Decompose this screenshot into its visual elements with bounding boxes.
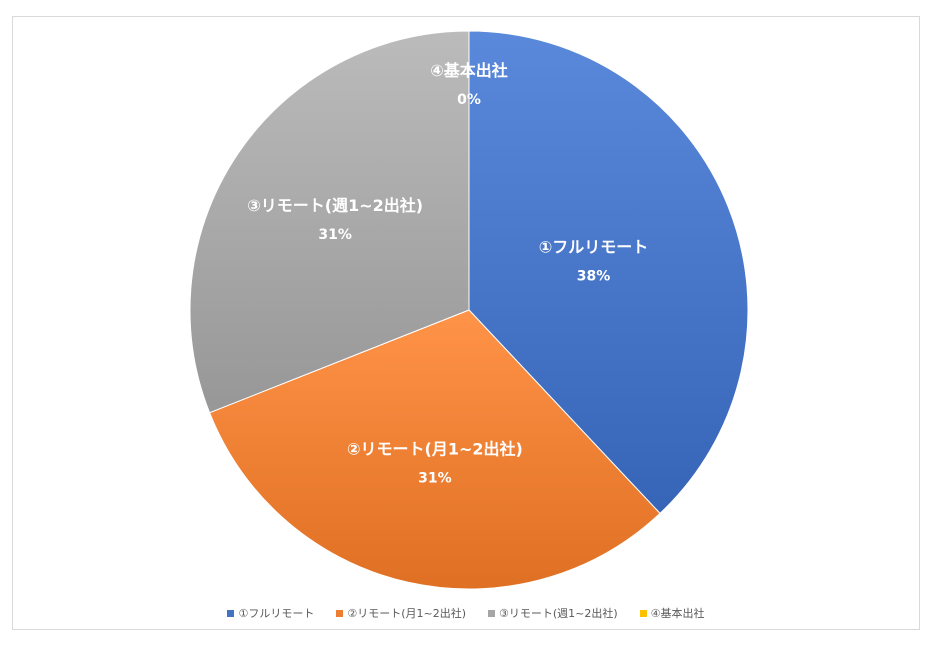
slice-remote-weekly	[189, 30, 470, 414]
chart-area: ①フルリモート 38% ②リモート(月1~2出社) 31% ③リモート(週1~2出社) 3…	[12, 16, 920, 630]
data-label-percent: 0%	[457, 92, 481, 108]
legend-swatch	[488, 609, 495, 617]
legend-label: ②リモート(月1~2出社)	[347, 607, 466, 620]
data-label-category: ③リモート(週1~2出社)	[247, 196, 423, 215]
legend-label: ④基本出社	[650, 607, 705, 620]
slice-remote-monthly	[208, 309, 661, 590]
legend-label: ①フルリモート	[238, 607, 315, 620]
legend-swatch	[639, 609, 647, 617]
data-label-category: ④基本出社	[430, 61, 508, 80]
data-label-percent: 31%	[418, 470, 452, 486]
data-label-category: ①フルリモート	[539, 238, 649, 257]
legend-item-remote-weekly: ③リモート(週1~2出社)	[488, 605, 618, 621]
legend-item-remote-monthly: ②リモート(月1~2出社)	[336, 605, 466, 621]
data-label-category: ②リモート(月1~2出社)	[347, 439, 523, 458]
legend-item-full-remote: ①フルリモート	[227, 605, 314, 621]
legend-swatch	[336, 609, 344, 617]
pie-chart: ①フルリモート 38% ②リモート(月1~2出社) 31% ③リモート(週1~2出社) 3…	[189, 30, 749, 590]
legend-swatch	[227, 609, 235, 617]
legend-item-office: ④基本出社	[639, 605, 705, 621]
data-label-percent: 38%	[577, 269, 611, 285]
legend-label: ③リモート(週1~2出社)	[499, 607, 618, 620]
data-label-percent: 31%	[318, 227, 352, 243]
slice-full-remote	[468, 30, 749, 515]
legend: ①フルリモート ②リモート(月1~2出社) ③リモート(週1~2出社) ④基本出…	[13, 605, 919, 621]
